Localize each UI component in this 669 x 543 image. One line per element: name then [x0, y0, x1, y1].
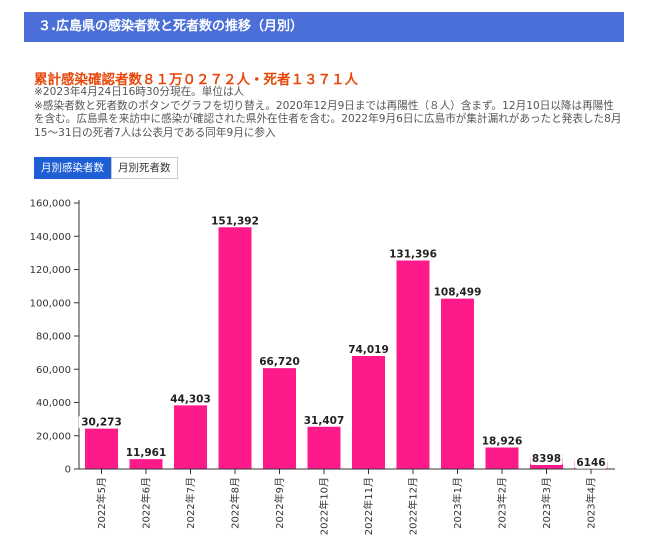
bar: [263, 358, 296, 469]
data-label: 66,720: [259, 356, 300, 368]
y-tick-label: 120,000: [30, 265, 71, 276]
tab-monthly-deaths[interactable]: 月別死者数: [111, 157, 178, 179]
section-title: ３.広島県の感染者数と死者数の推移（月別）: [38, 19, 303, 34]
chart-tabs: 月別感染者数 月別死者数: [34, 157, 178, 179]
data-label: 131,396: [389, 249, 437, 261]
bar: [218, 217, 252, 469]
x-tick-label: 2022年11月: [362, 477, 375, 535]
data-label-bg: [256, 355, 303, 369]
x-tick-label: 2022年7月: [184, 477, 197, 529]
x-tick-label: 2022年9月: [273, 477, 286, 529]
bar-chart: 0 20,000 40,000 60,000 80,000 100,000 120,000 1…: [30, 199, 615, 535]
data-label-bg: [530, 452, 563, 466]
y-tick-label: 20,000: [36, 431, 71, 442]
note-details: ※感染者数と死者数のボタンでグラフを切り替え。2020年12月9日までは再陽性（…: [34, 99, 622, 139]
data-label-bg: [431, 285, 484, 299]
data-label-bg: [78, 415, 125, 429]
x-tick-label: 2023年2月: [496, 477, 509, 529]
notes: ※2023年4月24日16時30分現在。単位は人 ※感染者数と死者数のボタンでグ…: [34, 86, 624, 140]
y-tick-label: 100,000: [30, 298, 71, 309]
section-header: ３.広島県の感染者数と死者数の推移（月別）: [24, 12, 624, 42]
data-label: 18,926: [482, 436, 523, 448]
bar: [396, 250, 430, 469]
x-tick-label: 2022年8月: [229, 477, 242, 529]
data-label: 8398: [532, 453, 561, 465]
y-tick-label: 40,000: [36, 398, 71, 409]
x-tick-label: 2022年6月: [140, 477, 153, 529]
x-tick-label: 2023年4月: [585, 477, 598, 529]
y-tick-label: 160,000: [30, 199, 71, 210]
x-tick-label: 2022年10月: [318, 477, 331, 535]
y-tick-label: 80,000: [36, 332, 71, 343]
bar: [441, 288, 474, 469]
data-label: 108,499: [434, 287, 482, 299]
data-label-bg: [345, 342, 392, 356]
data-label: 74,019: [348, 344, 389, 356]
x-tick-label: 2022年12月: [407, 477, 420, 535]
data-label-bg: [479, 434, 525, 448]
x-tick-label: 2023年3月: [540, 477, 553, 529]
data-label: 151,392: [211, 215, 259, 227]
x-tick-label: 2022年5月: [95, 477, 108, 529]
data-label-bg: [123, 446, 169, 460]
data-label-bg: [301, 413, 347, 427]
x-tick-label: 2023年1月: [451, 477, 464, 529]
data-label-bg: [386, 247, 440, 261]
data-label-bg: [574, 455, 608, 469]
y-tick-label: 0: [65, 465, 71, 476]
note-timestamp: ※2023年4月24日16時30分現在。単位は人: [34, 86, 245, 98]
y-tick-label: 60,000: [36, 365, 71, 376]
tab-monthly-cases[interactable]: 月別感染者数: [34, 157, 111, 179]
data-label-bg: [208, 214, 262, 228]
data-label: 44,303: [170, 393, 211, 405]
data-label: 30,273: [81, 417, 122, 429]
bar: [174, 395, 207, 469]
bar: [352, 345, 385, 469]
data-label-bg: [167, 392, 214, 406]
data-label: 6146: [576, 457, 605, 469]
cumulative-total: 累計感染確認者数８１万０２７２人・死者１３７１人: [34, 72, 358, 88]
data-label: 11,961: [126, 447, 167, 459]
data-label: 31,407: [304, 415, 345, 427]
y-tick-label: 140,000: [30, 232, 71, 243]
